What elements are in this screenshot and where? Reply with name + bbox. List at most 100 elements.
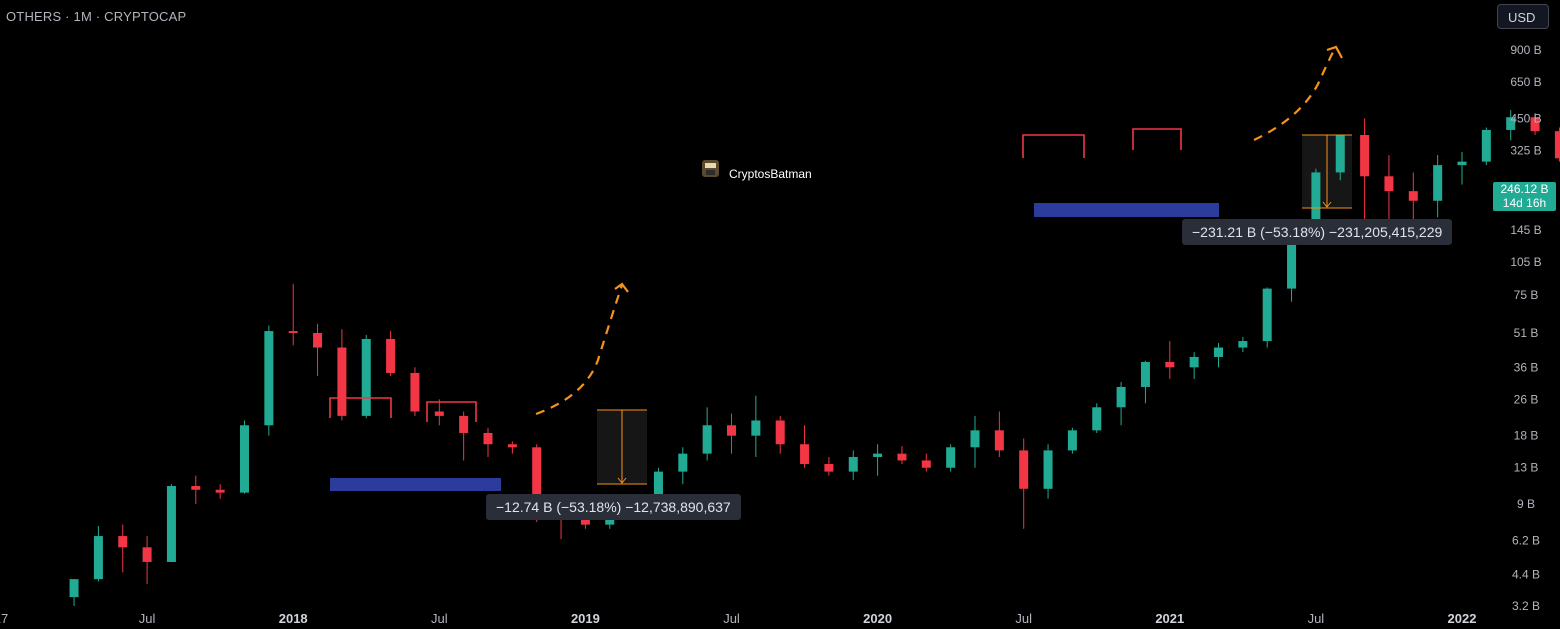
y-tick-label: 900 B [1510, 43, 1541, 57]
candle-body [775, 420, 785, 445]
candle-body [386, 338, 396, 373]
candle-body [1214, 347, 1223, 357]
last-price-value: 246.12 B [1500, 182, 1549, 196]
candle-body [751, 420, 761, 436]
candle-body [873, 453, 883, 457]
candle-body [1262, 288, 1272, 342]
x-tick-label: 2019 [571, 611, 600, 626]
candle-body [1408, 191, 1418, 201]
candle-body [532, 447, 542, 510]
candle-body [264, 331, 274, 426]
candle-body [1092, 407, 1102, 431]
candle-body [1165, 362, 1175, 368]
y-tick-label: 13 B [1514, 461, 1539, 475]
candle-body [1287, 226, 1297, 289]
projection-curve-2026 [1253, 49, 1335, 141]
y-tick-label: 145 B [1510, 223, 1541, 237]
projection-curve-2021 [535, 284, 624, 416]
x-tick-label: Jul [139, 611, 156, 626]
candle-body [1433, 165, 1443, 201]
y-tick-label: 105 B [1510, 255, 1541, 269]
y-tick-label: 450 B [1510, 111, 1541, 125]
last-price-tag: 246.12 B 14d 16h [1493, 182, 1556, 211]
y-tick-label: 9 B [1517, 497, 1535, 511]
y-tick-label: 75 B [1514, 288, 1539, 302]
candle-body [800, 444, 810, 465]
candle-body [1311, 172, 1321, 227]
measure-arrow-2020-head [617, 477, 627, 484]
top-bracket-1 [329, 397, 392, 418]
candle-body [1189, 356, 1199, 368]
measure-label-2020: −12.74 B (−53.18%) −12,738,890,637 [486, 494, 741, 520]
candle-body [678, 453, 688, 472]
candle-body [1360, 135, 1370, 177]
author-watermark: CryptosBatman [729, 167, 812, 181]
candle-body [897, 453, 907, 461]
y-tick-label: 3.2 B [1512, 599, 1540, 613]
y-tick-label: 36 B [1514, 360, 1539, 374]
top-bracket-4 [1132, 128, 1182, 150]
candle-body [1116, 386, 1126, 408]
candle-body [69, 579, 79, 598]
support-zone-2025 [1034, 203, 1219, 217]
x-tick-label: 2018 [279, 611, 308, 626]
y-tick-label: 6.2 B [1512, 534, 1540, 548]
candle-body [459, 415, 469, 433]
author-avatar-icon [702, 160, 719, 177]
candle-body [1019, 450, 1029, 489]
candle-body [434, 411, 444, 416]
candle-body [240, 425, 249, 493]
candle-body [1457, 161, 1467, 166]
candle-body [483, 432, 493, 445]
candle-body [970, 430, 980, 448]
currency-button[interactable]: USD [1497, 4, 1549, 29]
y-tick-label: 26 B [1514, 392, 1539, 406]
y-tick-label: 650 B [1510, 75, 1541, 89]
candle-body [824, 464, 834, 472]
x-tick-label: Jul [1308, 611, 1325, 626]
candle-body [142, 547, 152, 562]
candle-body [702, 425, 712, 454]
bar-countdown: 14d 16h [1502, 196, 1547, 210]
support-zone-2020 [330, 478, 501, 491]
candle-body [946, 447, 956, 468]
y-tick-label: 18 B [1514, 429, 1539, 443]
candle-body [288, 331, 298, 333]
x-tick-label: 2022 [1448, 611, 1477, 626]
candle-body [313, 332, 323, 348]
candle-body [215, 489, 225, 493]
candle-body [191, 486, 201, 490]
projection-arrowhead-2026 [1326, 45, 1343, 59]
candle-body [1140, 362, 1150, 387]
y-tick-label: 51 B [1514, 326, 1539, 340]
y-tick-label: 325 B [1510, 143, 1541, 157]
candle-body [727, 425, 736, 436]
candle-body [507, 444, 517, 448]
candle-body [994, 430, 1004, 451]
x-tick-label: Jul [723, 611, 740, 626]
candle-body [580, 518, 590, 525]
candle-body [653, 471, 663, 502]
x-tick-label: 2020 [863, 611, 892, 626]
x-tick-label: 2021 [1155, 611, 1184, 626]
candle-body [1238, 341, 1248, 348]
candle-body [1530, 117, 1540, 132]
candle-body [166, 486, 176, 562]
candle-body [848, 456, 858, 472]
measure-arrow-2025-head [1322, 201, 1332, 208]
candle-body [118, 536, 128, 548]
top-bracket-3 [1022, 134, 1085, 158]
candle-body [1481, 129, 1491, 162]
measure-label-2025: −231.21 B (−53.18%) −231,205,415,229 [1182, 219, 1453, 245]
top-bracket-2 [426, 401, 477, 422]
candle-body [1384, 176, 1394, 192]
candle-body [1554, 131, 1560, 159]
x-tick-label: 17 [0, 611, 8, 626]
projection-arrowhead-2021 [614, 282, 629, 293]
candle-body [361, 338, 371, 416]
candle-body [1335, 135, 1345, 173]
x-tick-label: Jul [431, 611, 448, 626]
y-tick-label: 4.4 B [1512, 568, 1540, 582]
candle-body [337, 347, 347, 416]
